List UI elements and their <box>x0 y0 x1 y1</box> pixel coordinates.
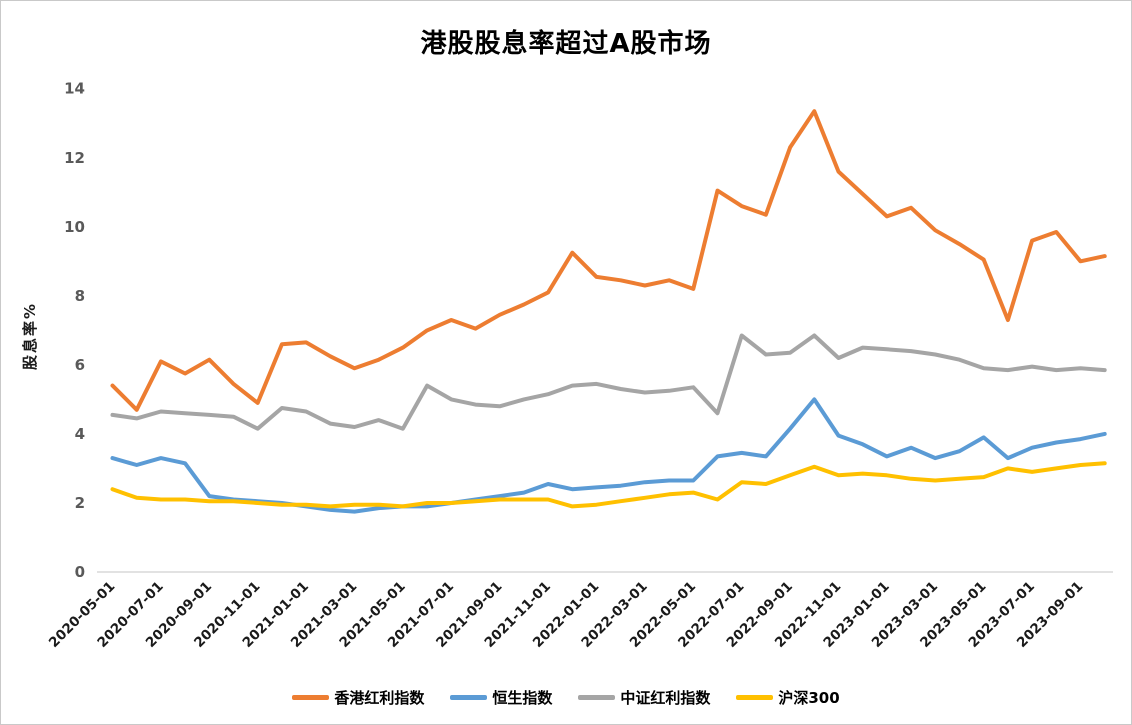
series-line-0 <box>110 109 1107 412</box>
legend-label-0: 香港红利指数 <box>334 689 425 707</box>
y-tick-label: 10 <box>64 218 85 236</box>
chart-title: 港股股息率超过A股市场 <box>420 29 712 59</box>
legend-marker-3 <box>736 695 774 700</box>
series-line-2 <box>110 333 1107 431</box>
legend-item-2: 中证红利指数 <box>578 687 710 708</box>
series-line-1 <box>110 397 1107 514</box>
y-tick-label: 4 <box>75 425 85 443</box>
series-line-3 <box>110 461 1107 509</box>
y-tick-label: 12 <box>64 149 85 167</box>
legend-label-2: 中证红利指数 <box>620 689 711 707</box>
legend-item-1: 恒生指数 <box>450 687 552 708</box>
legend-item-3: 沪深300 <box>736 687 840 708</box>
legend-label-1: 恒生指数 <box>492 689 553 707</box>
legend-marker-2 <box>578 695 616 700</box>
y-tick-label: 8 <box>75 287 85 305</box>
legend-marker-1 <box>450 695 488 700</box>
y-tick-label: 6 <box>75 356 85 374</box>
legend: 香港红利指数 恒生指数 中证红利指数 沪深300 <box>1 687 1131 708</box>
y-tick-label: 0 <box>75 563 85 581</box>
y-tick-label: 14 <box>64 80 85 98</box>
y-tick-label: 2 <box>75 494 85 512</box>
legend-marker-0 <box>292 695 330 700</box>
legend-label-3: 沪深300 <box>778 689 840 707</box>
legend-item-0: 香港红利指数 <box>292 687 424 708</box>
